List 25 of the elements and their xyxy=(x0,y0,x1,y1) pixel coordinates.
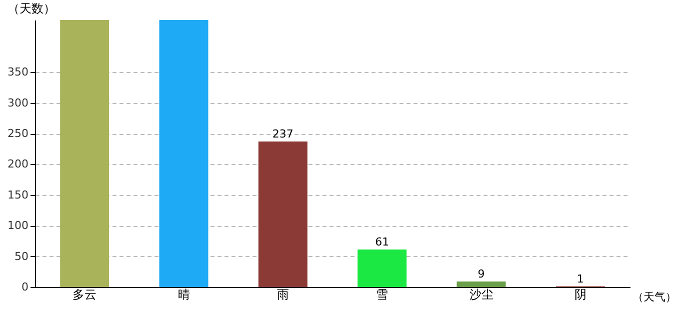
data-label: 61 xyxy=(375,236,390,249)
bar xyxy=(159,20,208,287)
y-axis-title: （天数） xyxy=(8,2,56,16)
data-label: 1 xyxy=(576,272,584,286)
y-tick-label: 50 xyxy=(14,250,28,263)
x-tick-label: 多云 xyxy=(72,288,97,302)
y-tick-label: 150 xyxy=(8,188,28,202)
x-tick-label: 雨 xyxy=(276,288,289,302)
x-tick-label: 阴 xyxy=(574,288,586,302)
data-label: 9 xyxy=(478,267,485,280)
y-tick-label: 300 xyxy=(8,96,28,110)
bar xyxy=(258,142,308,287)
x-tick-label: 晴 xyxy=(178,288,190,302)
y-tick-label: 200 xyxy=(8,158,28,171)
x-axis-title: （天气） xyxy=(632,290,676,304)
y-tick-label: 100 xyxy=(8,219,28,232)
y-tick-label: 0 xyxy=(22,280,28,294)
bar xyxy=(456,281,506,287)
x-tick-label: 雪 xyxy=(376,288,388,302)
bar xyxy=(60,20,110,287)
y-tick-label: 250 xyxy=(8,127,28,140)
data-label: 237 xyxy=(272,128,294,141)
x-tick-label: 沙尘 xyxy=(469,288,494,302)
y-tick-label: 350 xyxy=(8,66,28,79)
bar xyxy=(358,250,407,287)
